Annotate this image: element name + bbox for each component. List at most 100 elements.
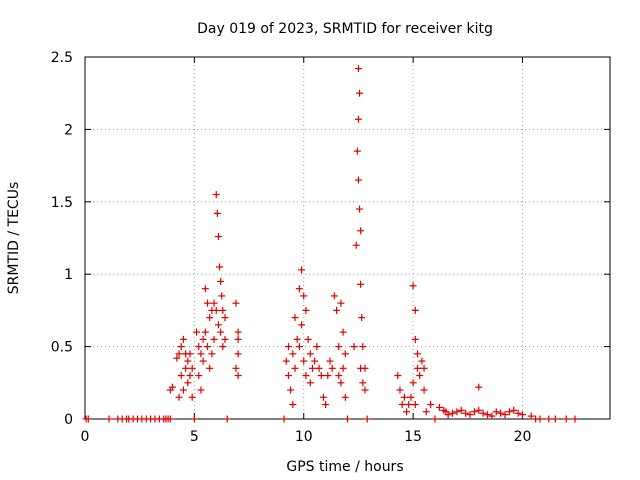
data-point: [214, 233, 222, 241]
data-point: [179, 386, 187, 394]
data-point: [510, 406, 518, 414]
data-point: [179, 335, 187, 343]
data-point: [409, 379, 417, 387]
data-point: [475, 383, 483, 391]
data-point: [330, 292, 338, 300]
data-point: [333, 306, 341, 314]
data-point: [212, 191, 220, 199]
data-point: [298, 266, 306, 274]
data-point: [204, 299, 211, 307]
data-point: [339, 364, 347, 372]
data-point: [193, 328, 201, 336]
data-point: [420, 386, 428, 394]
data-point: [398, 401, 406, 409]
data-point: [280, 415, 288, 423]
data-point: [206, 364, 214, 372]
data-point: [492, 408, 500, 416]
data-point: [219, 343, 227, 351]
data-point: [431, 415, 439, 423]
data-point: [306, 350, 314, 358]
data-point: [514, 409, 522, 417]
data-point: [354, 65, 362, 73]
data-point: [479, 409, 487, 417]
data-point: [287, 386, 295, 394]
data-point: [361, 364, 369, 372]
data-point: [449, 409, 456, 417]
data-point: [562, 415, 570, 423]
y-tick-label: 1: [64, 267, 73, 283]
data-point: [214, 321, 222, 329]
data-point: [105, 415, 113, 423]
data-point: [213, 209, 221, 217]
data-point: [221, 314, 229, 322]
data-point: [232, 299, 240, 307]
data-point: [353, 147, 361, 155]
data-point: [208, 350, 216, 358]
data-point: [201, 328, 209, 336]
data-point: [190, 415, 198, 423]
data-point: [218, 292, 226, 300]
data-point: [186, 350, 194, 358]
data-point: [505, 408, 513, 416]
data-point: [210, 335, 218, 343]
data-point: [199, 357, 207, 365]
data-point: [219, 306, 227, 314]
data-point: [414, 350, 421, 358]
data-point: [328, 364, 336, 372]
data-point: [216, 263, 224, 271]
data-point: [444, 411, 452, 419]
data-point: [184, 379, 192, 387]
data-point: [317, 372, 325, 380]
x-tick-label: 0: [81, 429, 90, 445]
data-point: [284, 372, 292, 380]
data-point: [182, 364, 190, 372]
data-point: [396, 386, 404, 394]
data-point: [289, 350, 297, 358]
data-point: [335, 343, 343, 351]
data-point: [188, 393, 196, 401]
data-point: [326, 357, 334, 365]
data-point: [411, 306, 419, 314]
data-point: [536, 415, 544, 423]
data-point: [223, 415, 231, 423]
data-point: [411, 401, 419, 409]
data-point: [195, 343, 203, 351]
data-point: [350, 343, 358, 351]
data-point: [545, 415, 553, 423]
data-point: [453, 408, 461, 416]
x-axis-label: GPS time / hours: [286, 459, 403, 475]
data-point: [234, 372, 242, 380]
data-point: [519, 411, 526, 419]
data-point: [357, 280, 365, 288]
data-point: [199, 335, 207, 343]
y-axis-label: SRMTID / TECUs: [6, 182, 22, 295]
data-point: [232, 364, 240, 372]
data-point: [204, 343, 211, 351]
data-point: [551, 415, 559, 423]
data-point: [356, 205, 364, 213]
data-point: [359, 343, 367, 351]
data-point: [416, 372, 424, 380]
data-point: [291, 364, 299, 372]
axis-ticks: 0 5 10 15 20 0 0.5 1 1.5 2 2.5: [51, 50, 610, 445]
data-point: [356, 89, 364, 97]
data-point: [414, 364, 421, 372]
data-point: [206, 314, 214, 322]
data-point: [501, 411, 509, 419]
data-point: [409, 282, 417, 290]
data-point: [400, 393, 408, 401]
data-point: [175, 350, 183, 358]
data-point: [298, 321, 306, 329]
data-point: [284, 343, 292, 351]
data-point: [304, 335, 312, 343]
data-point: [337, 379, 345, 387]
data-point: [435, 403, 443, 411]
data-point: [418, 357, 426, 365]
data-point: [420, 364, 428, 372]
data-point: [302, 372, 310, 380]
data-point: [571, 415, 579, 423]
data-point: [341, 350, 349, 358]
data-point: [354, 176, 362, 184]
data-point: [300, 292, 308, 300]
